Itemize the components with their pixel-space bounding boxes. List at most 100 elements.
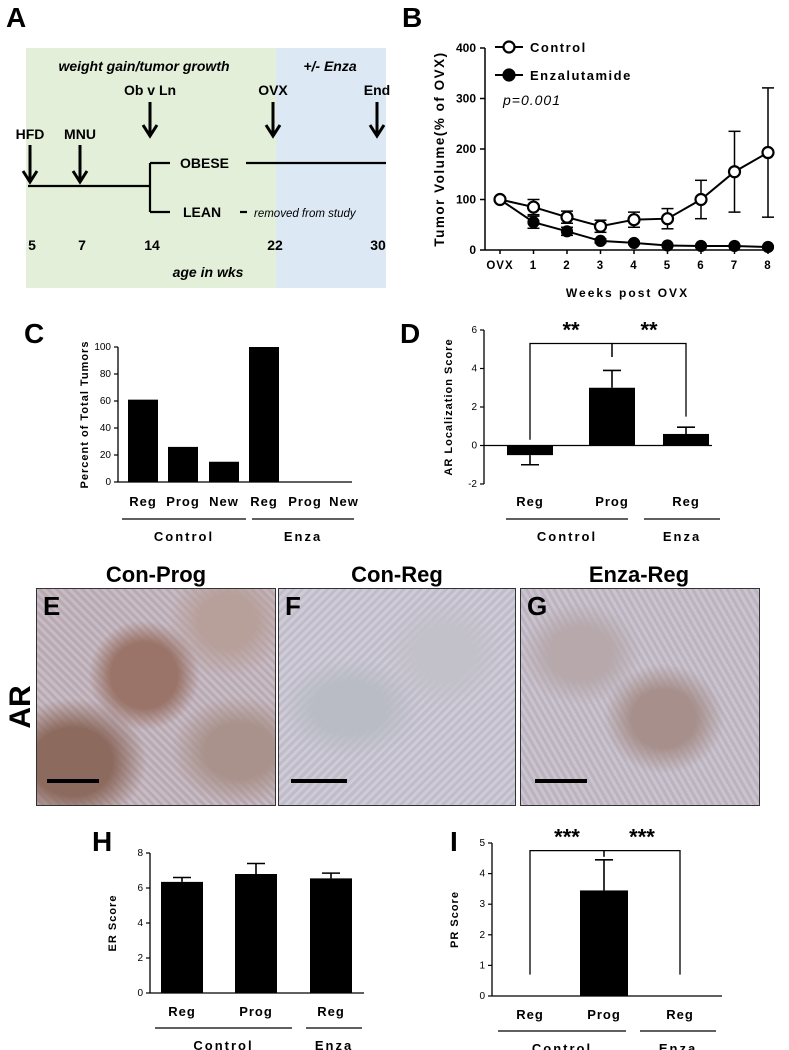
x-tick-label: 1: [530, 260, 537, 272]
y-tick-label: 2: [137, 953, 143, 964]
data-point-control: [660, 212, 675, 226]
group-label: Enza: [659, 1041, 697, 1050]
data-point-control: [727, 165, 742, 179]
y-tick-label: 1: [479, 960, 485, 971]
significance-stars: **: [640, 317, 658, 342]
y-axis-label: Percent of Total Tumors: [79, 341, 91, 489]
y-tick-label: 8: [137, 848, 143, 859]
panel-letter-a: A: [6, 2, 27, 33]
panel-letter-g: G: [527, 591, 548, 621]
bar: [507, 445, 553, 456]
y-axis-label: ER Score: [107, 895, 119, 952]
phase2-box: [276, 48, 386, 288]
y-tick-label: 5: [479, 838, 485, 849]
y-tick-label: 60: [100, 396, 112, 407]
data-point-enzalutamide: [627, 236, 641, 250]
bar: [209, 461, 239, 482]
event-hfd: HFD: [16, 126, 45, 142]
event-mnu: MNU: [64, 126, 96, 142]
legend-marker: [502, 68, 516, 82]
age-30: 30: [370, 237, 386, 253]
group-label: Control: [193, 1038, 253, 1050]
y-tick-label: 0: [479, 991, 485, 1002]
group-label: Control: [532, 1041, 592, 1050]
data-point-enzalutamide: [594, 234, 607, 248]
age-5: 5: [28, 237, 36, 253]
lean-note: removed from study: [254, 208, 357, 220]
group-label: Enza: [663, 529, 701, 544]
group-label: Control: [154, 529, 214, 544]
bar: [235, 874, 277, 993]
age-label: age in wks: [173, 264, 244, 280]
y-tick-label: 0: [137, 988, 143, 999]
category-label: Prog: [239, 1004, 273, 1019]
significance-bracket: [611, 342, 687, 417]
y-tick-label: 6: [137, 883, 143, 894]
event-obvln: Ob v Ln: [124, 82, 176, 98]
arrow-hfd: [21, 145, 39, 185]
bar: [310, 878, 352, 993]
micrograph-e: E: [36, 588, 276, 806]
category-label: Reg: [250, 494, 278, 509]
group-label: Enza: [315, 1038, 353, 1050]
data-point-enzalutamide: [694, 239, 708, 253]
data-point-enzalutamide: [527, 216, 540, 229]
tumor-volume-chart: 0 100 200 300 400 OVX 1 2 3 4 5 6 7 8 Weeks post OVX Tu…: [432, 40, 775, 300]
x-axis-label: Weeks post OVX: [566, 286, 689, 300]
data-point-enzalutamide: [728, 239, 741, 253]
category-label: Reg: [666, 1007, 694, 1022]
bar: [249, 347, 279, 482]
significance-stars: **: [562, 317, 580, 342]
arrow-mnu: [71, 145, 89, 185]
phase2-label: +/- Enza: [303, 58, 357, 74]
data-point-enzalutamide: [560, 225, 574, 238]
x-tick-label: 2: [563, 260, 570, 272]
phase1-label: weight gain/tumor growth: [58, 58, 229, 74]
category-label: Prog: [587, 1007, 621, 1022]
category-label: New: [329, 494, 359, 509]
data-point-control: [560, 210, 574, 224]
ar-localization-chart: -2 0 2 4 6 AR Localization Score Reg Prog Reg Con…: [443, 317, 720, 544]
category-label: Reg: [129, 494, 157, 509]
y-tick-label: 20: [100, 450, 112, 461]
y-tick-label: 300: [456, 92, 476, 106]
legend-label: Control: [530, 40, 587, 55]
y-tick-label: 80: [100, 369, 112, 380]
y-tick-label: 40: [100, 423, 112, 434]
micrograph-f: F: [278, 588, 516, 806]
group-label: Control: [537, 529, 597, 544]
category-label: Prog: [595, 494, 629, 509]
micrograph-g: G: [520, 588, 760, 806]
x-tick-label: 4: [630, 260, 637, 272]
category-label: Prog: [166, 494, 200, 509]
data-point-control: [761, 145, 775, 160]
scale-bar-f: [291, 779, 347, 783]
legend-label: Enzalutamide: [530, 68, 632, 83]
x-tick-label: 6: [697, 260, 704, 272]
y-tick-label: 0: [471, 441, 477, 452]
scale-bar-g: [535, 779, 587, 783]
bar: [161, 881, 203, 993]
panel-letter-b: B: [402, 2, 423, 33]
y-tick-label: 3: [479, 899, 485, 910]
category-label: New: [209, 494, 239, 509]
branch-lean: LEAN: [183, 204, 221, 220]
age-22: 22: [267, 237, 283, 253]
y-tick-label: 4: [137, 918, 143, 929]
x-tick-label: OVX: [486, 260, 513, 272]
micro-title-f: Con-Reg: [351, 562, 443, 587]
panel-letter-c: C: [24, 318, 45, 349]
significance-stars: ***: [554, 825, 580, 850]
y-tick-label: 6: [471, 325, 477, 336]
event-end: End: [364, 82, 390, 98]
significance-stars: ***: [629, 825, 655, 850]
scale-bar-e: [47, 779, 99, 783]
data-point-control: [627, 213, 641, 227]
data-point-control: [593, 219, 608, 233]
event-ovx: OVX: [258, 82, 288, 98]
y-tick-label: 0: [469, 243, 476, 257]
y-axis-label: PR Score: [449, 891, 461, 948]
panel-letter-f: F: [285, 591, 301, 621]
